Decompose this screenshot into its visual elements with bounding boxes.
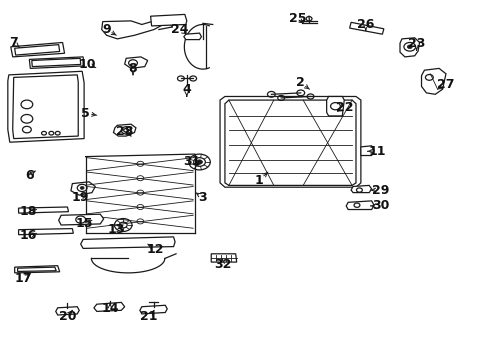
Text: 8: 8 <box>128 62 137 75</box>
Text: 1: 1 <box>254 174 263 186</box>
Text: 9: 9 <box>102 23 111 36</box>
Polygon shape <box>59 214 103 225</box>
Polygon shape <box>346 201 373 210</box>
Text: 29: 29 <box>371 184 388 197</box>
Polygon shape <box>113 124 136 136</box>
Text: 22: 22 <box>335 101 353 114</box>
Text: 27: 27 <box>436 78 454 91</box>
Text: 10: 10 <box>78 58 96 71</box>
Polygon shape <box>71 182 95 195</box>
Text: 24: 24 <box>171 23 188 36</box>
Text: 16: 16 <box>20 229 37 242</box>
Text: 26: 26 <box>356 18 374 31</box>
Polygon shape <box>349 22 383 34</box>
Text: 3: 3 <box>198 191 207 204</box>
Text: 12: 12 <box>146 243 164 256</box>
Polygon shape <box>32 58 81 67</box>
Polygon shape <box>399 38 419 57</box>
Text: 17: 17 <box>15 273 32 285</box>
Polygon shape <box>140 305 167 314</box>
Text: 32: 32 <box>213 258 231 271</box>
Polygon shape <box>11 42 64 57</box>
Circle shape <box>80 186 84 189</box>
Circle shape <box>196 160 202 164</box>
Polygon shape <box>360 146 373 156</box>
Polygon shape <box>150 14 186 26</box>
Text: 21: 21 <box>140 310 158 323</box>
Text: 15: 15 <box>75 217 93 230</box>
Text: 4: 4 <box>182 83 191 96</box>
Circle shape <box>407 45 411 49</box>
Polygon shape <box>94 302 124 311</box>
Polygon shape <box>19 229 73 235</box>
Polygon shape <box>15 45 60 55</box>
Text: 5: 5 <box>81 107 90 120</box>
Text: 6: 6 <box>25 169 34 182</box>
Text: 7: 7 <box>9 36 18 49</box>
Text: 25: 25 <box>288 12 305 25</box>
Text: 23: 23 <box>407 37 425 50</box>
Text: 2: 2 <box>296 76 305 89</box>
Text: 28: 28 <box>116 125 133 138</box>
Polygon shape <box>18 267 56 271</box>
Polygon shape <box>8 71 84 142</box>
Polygon shape <box>15 266 60 273</box>
Text: 30: 30 <box>371 199 388 212</box>
Text: 20: 20 <box>59 310 76 323</box>
Polygon shape <box>102 20 165 39</box>
Polygon shape <box>350 185 371 193</box>
Polygon shape <box>19 207 68 213</box>
Text: 19: 19 <box>72 191 89 204</box>
Polygon shape <box>81 237 175 248</box>
Polygon shape <box>224 100 355 185</box>
Text: 14: 14 <box>101 302 119 315</box>
Polygon shape <box>29 57 84 68</box>
Polygon shape <box>13 75 78 139</box>
Polygon shape <box>56 307 79 315</box>
Polygon shape <box>183 33 201 40</box>
Polygon shape <box>124 57 147 68</box>
Text: 18: 18 <box>20 205 37 218</box>
Text: 13: 13 <box>107 223 125 236</box>
Polygon shape <box>421 68 445 94</box>
Polygon shape <box>326 96 344 116</box>
Text: 11: 11 <box>368 145 386 158</box>
Text: 31: 31 <box>183 155 200 168</box>
Polygon shape <box>220 96 360 187</box>
Polygon shape <box>211 254 236 262</box>
